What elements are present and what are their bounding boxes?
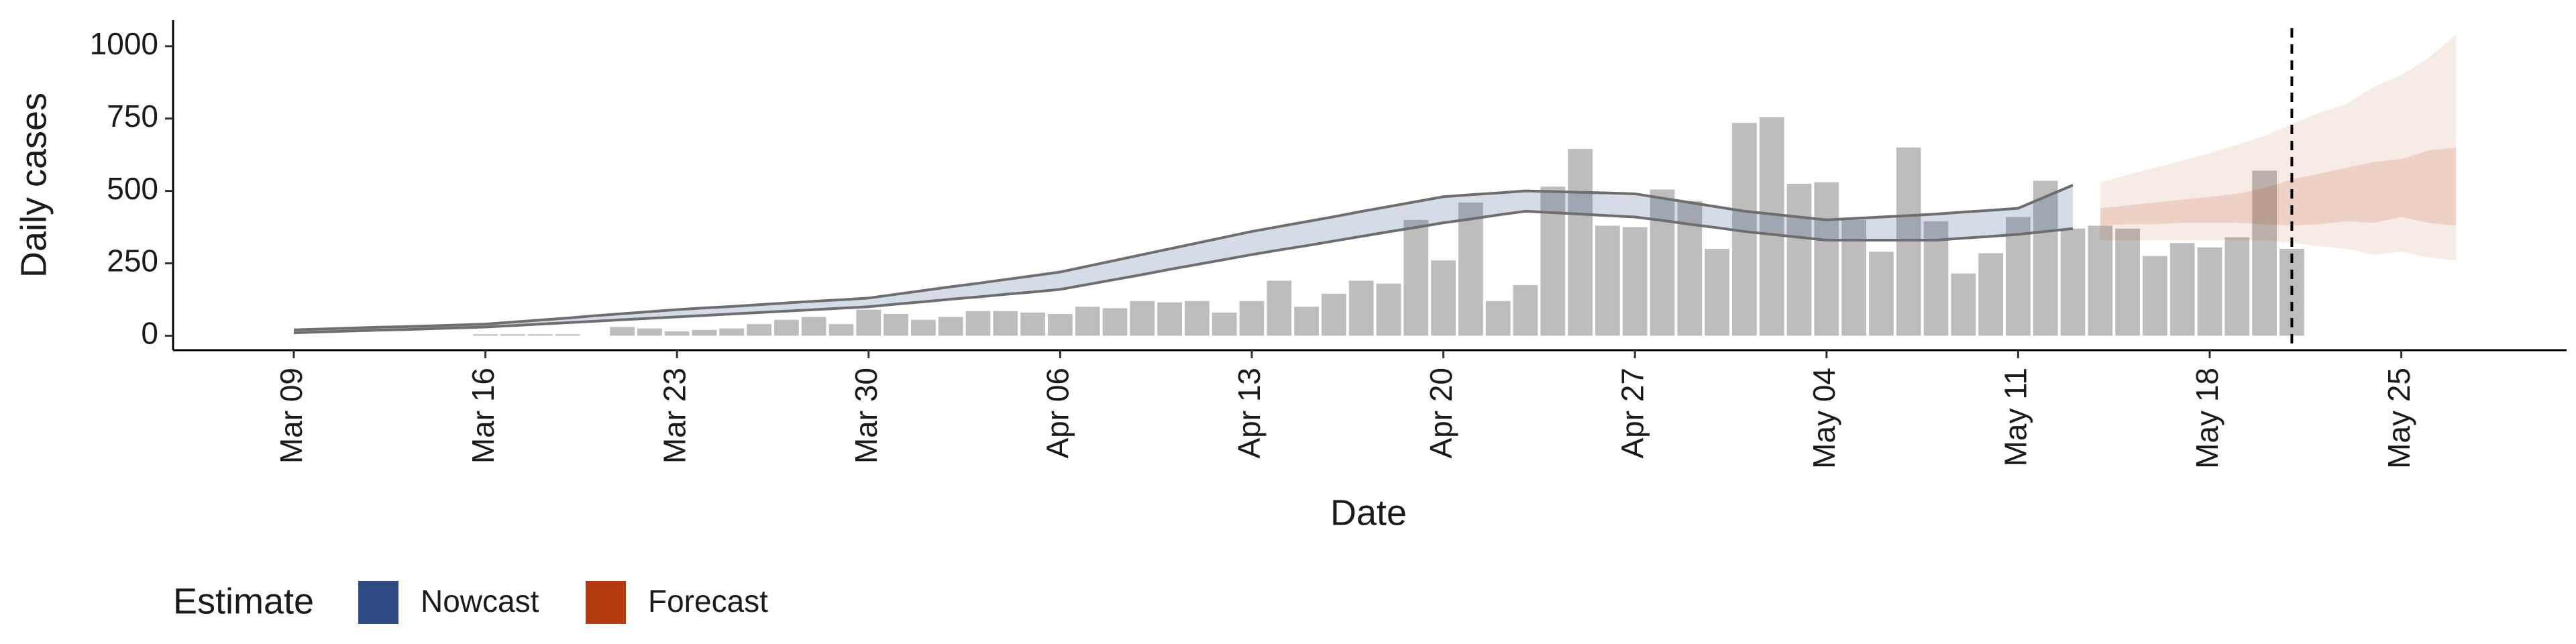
bar: [1130, 301, 1155, 336]
legend-title: Estimate: [173, 581, 314, 621]
bar: [1568, 149, 1593, 336]
bar: [1978, 253, 2003, 336]
bar: [555, 334, 580, 336]
legend-label: Forecast: [648, 584, 768, 619]
bar: [856, 309, 881, 336]
x-tick-label: Mar 09: [274, 368, 309, 464]
bar: [1896, 147, 1921, 336]
bar: [2252, 170, 2277, 336]
bar: [2033, 180, 2058, 336]
bar: [1322, 293, 1346, 336]
x-tick-label: Apr 27: [1615, 368, 1650, 459]
bar: [1951, 273, 1976, 336]
interval-band: [2100, 34, 2457, 261]
bar: [828, 324, 854, 336]
bar: [1212, 312, 1237, 336]
legend-swatch: [586, 581, 626, 624]
x-tick-label: May 11: [1998, 368, 2033, 466]
bar: [1294, 307, 1319, 336]
y-tick-label: 0: [141, 316, 158, 351]
interval-line: [293, 184, 2074, 331]
bar: [747, 324, 771, 336]
y-axis-title: Daily cases: [13, 93, 54, 278]
y-tick-label: 750: [107, 99, 158, 133]
bar: [1869, 252, 1894, 336]
x-tick-label: May 18: [2190, 368, 2224, 469]
interval-line: [293, 209, 2074, 335]
interval-band: [294, 185, 2073, 333]
x-tick-label: Apr 06: [1040, 368, 1075, 459]
legend-label: Nowcast: [421, 584, 539, 619]
bar: [1048, 314, 1073, 336]
bar: [2006, 217, 2031, 336]
bar: [527, 334, 553, 336]
x-tick-label: Mar 16: [466, 368, 500, 464]
bar: [774, 319, 799, 336]
bar: [1513, 284, 1538, 336]
bar: [1650, 189, 1675, 336]
bar: [1595, 225, 1620, 336]
bar: [1403, 219, 1429, 336]
bar: [719, 328, 745, 336]
bar: [1431, 260, 1456, 336]
bar: [2197, 247, 2222, 336]
y-tick-label: 1000: [90, 26, 158, 61]
bar: [1239, 301, 1265, 336]
interval-band: [2100, 147, 2457, 226]
bar: [2224, 237, 2250, 336]
bar: [1786, 183, 1812, 336]
bar: [1267, 280, 1292, 336]
bar: [1075, 307, 1100, 336]
bar: [1348, 280, 1374, 336]
x-tick-label: Apr 13: [1232, 368, 1267, 459]
y-tick-label: 250: [107, 244, 158, 278]
bar: [692, 329, 717, 336]
bar: [1102, 308, 1128, 336]
bar: [993, 311, 1018, 336]
x-tick-label: May 25: [2381, 368, 2416, 469]
y-tick-label: 500: [107, 171, 158, 206]
bar: [965, 311, 991, 336]
bar: [1485, 301, 1511, 336]
bar: [1157, 302, 1182, 336]
bar: [1705, 248, 1729, 336]
x-tick-label: Mar 23: [657, 368, 692, 464]
bar: [500, 334, 525, 336]
bar: [938, 317, 963, 336]
bar: [1185, 301, 1210, 336]
bar: [2143, 256, 2167, 336]
bar: [883, 314, 908, 336]
bar: [610, 327, 635, 336]
bar: [637, 328, 662, 336]
bar: [1759, 117, 1784, 336]
bar: [664, 331, 690, 336]
bar: [2115, 228, 2140, 336]
bar: [1814, 182, 1839, 336]
bar: [1458, 202, 1483, 336]
bar: [1622, 227, 1648, 336]
bar: [473, 334, 498, 336]
x-tick-label: May 04: [1807, 368, 1841, 469]
bar: [1020, 312, 1045, 336]
x-axis-title: Date: [1330, 492, 1407, 533]
x-tick-label: Apr 20: [1424, 368, 1458, 459]
legend-swatch: [358, 581, 398, 624]
bar: [2060, 228, 2086, 336]
bar: [1376, 283, 1401, 336]
bar: [2169, 243, 2195, 336]
bar: [911, 319, 936, 336]
bar: [2088, 225, 2113, 336]
bar: [801, 317, 826, 336]
x-tick-label: Mar 30: [849, 368, 883, 464]
